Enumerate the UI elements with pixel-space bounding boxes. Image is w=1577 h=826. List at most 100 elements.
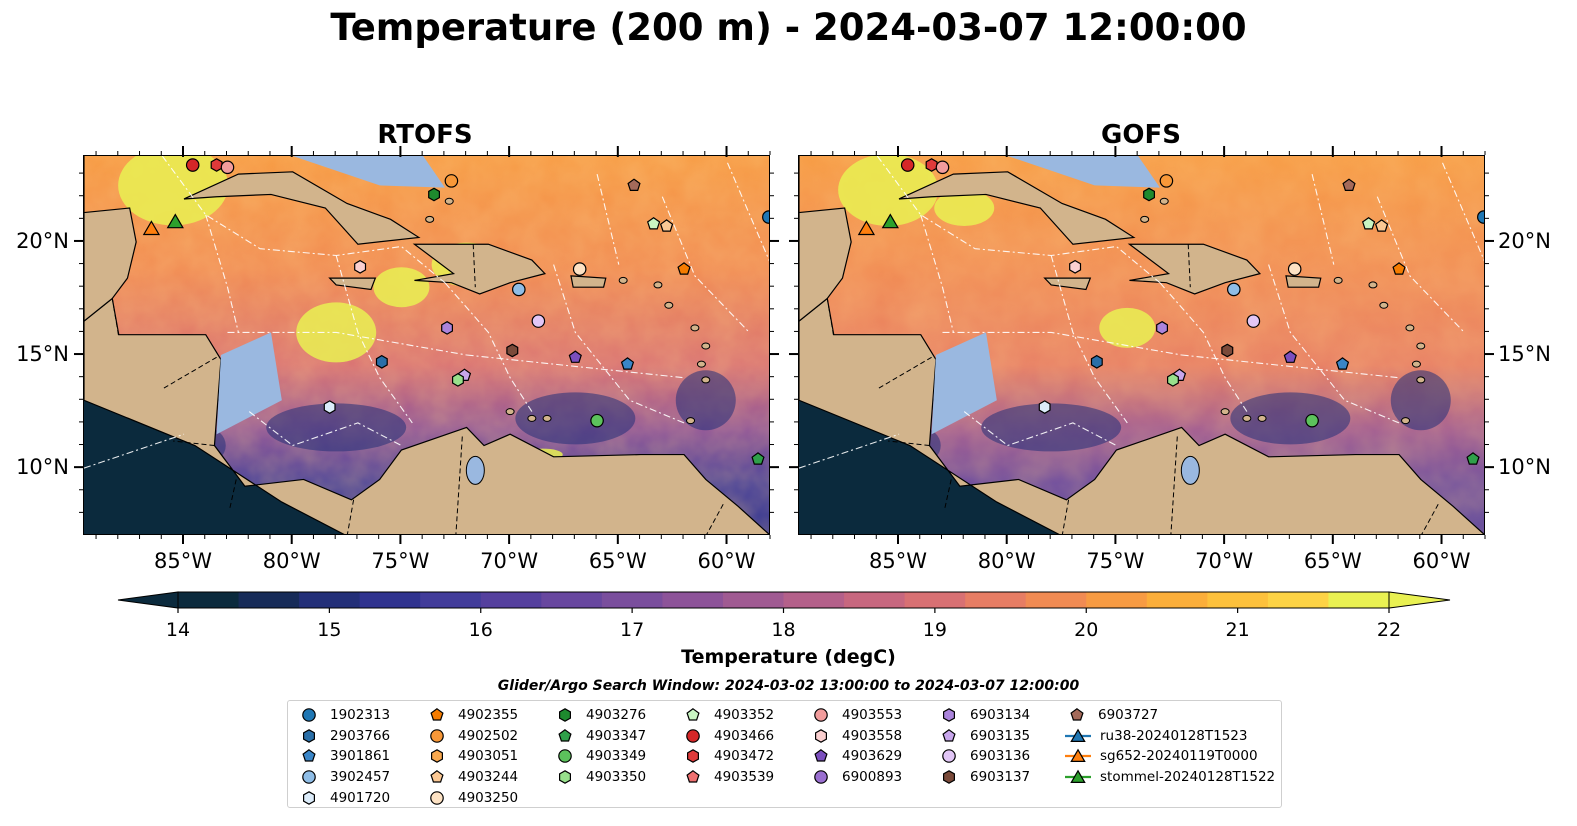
legend-marker-pentagon-icon	[430, 708, 444, 721]
lon-tick-label: 60°W	[698, 549, 756, 573]
legend-item: 3902457	[296, 767, 390, 788]
obs-sg652-20240119T0000	[142, 220, 161, 236]
colorbar-swatch	[178, 592, 240, 608]
lat-tick-label: 10°N	[1498, 455, 1551, 479]
eez-boundary	[799, 433, 900, 469]
obs-6903136	[1246, 314, 1261, 328]
legend-marker-triangle-icon	[1065, 769, 1091, 784]
pacific-ocean	[84, 400, 344, 534]
lon-tick-label: 65°W	[1304, 549, 1362, 573]
colorbar-label: Temperature (degC)	[681, 646, 896, 668]
obs-4903276	[428, 187, 440, 202]
colorbar-tick-label: 20	[1074, 619, 1098, 641]
obs-1902313	[1477, 210, 1484, 224]
country-border	[706, 504, 724, 534]
island	[527, 414, 537, 422]
island	[1401, 417, 1411, 425]
legend-label: 6903134	[970, 707, 1031, 724]
legend-item: 4903629	[808, 746, 902, 767]
legend-symbol	[302, 708, 316, 723]
legend-marker-circle-icon	[942, 749, 956, 764]
map-gofs	[799, 156, 1484, 534]
country-border	[1061, 499, 1070, 534]
legend-symbol	[302, 749, 316, 763]
eez-boundary	[161, 156, 446, 284]
legend-label: 4903250	[458, 789, 519, 806]
obs-4903558	[1069, 259, 1082, 274]
legend-item: 4903244	[424, 767, 518, 788]
country-border	[826, 298, 835, 338]
eez-boundary	[205, 214, 239, 333]
legend-symbol	[430, 708, 444, 721]
legend-marker-pentagon-icon	[814, 749, 828, 763]
legend-column: 6903727 ru38-20240128T1523 sg652-20240119T…	[1064, 705, 1275, 787]
island	[1411, 360, 1421, 368]
obs-4903466	[900, 158, 915, 172]
obs-4903347	[1466, 452, 1480, 465]
legend-marker-circle-icon	[302, 770, 316, 784]
legend-symbol	[558, 749, 572, 764]
colorbar-extend-low	[117, 591, 179, 609]
country-border	[173, 440, 215, 446]
legend-symbol	[686, 749, 699, 764]
obs-6903727	[1342, 178, 1356, 192]
obs-4903629	[568, 350, 582, 363]
island	[1220, 408, 1230, 416]
lat-tick-label: 20°N	[1498, 229, 1551, 253]
legend-label: stommel-20240128T1522	[1100, 769, 1276, 786]
legend-symbol	[430, 770, 444, 783]
legend-item: 4903051	[424, 746, 518, 767]
lon-tick-label: 75°W	[1086, 549, 1144, 573]
obs-6903134	[1156, 321, 1168, 335]
bahamas-shelf	[1007, 156, 1160, 188]
island	[1242, 414, 1252, 422]
colorbar-swatch	[420, 592, 482, 608]
legend-item: 4903349	[552, 746, 646, 767]
lake-maracaibo	[1180, 455, 1200, 485]
obs-4903352	[1361, 216, 1376, 230]
obs-4903472	[925, 158, 938, 172]
legend-item: stommel-20240128T1522	[1064, 767, 1275, 788]
legend-item: 6900893	[808, 767, 902, 788]
obs-2903766	[375, 354, 388, 369]
country-border	[472, 244, 476, 288]
lake-maracaibo	[465, 455, 485, 485]
island	[690, 324, 700, 332]
legend-triangle	[1070, 728, 1086, 742]
obs-4902355	[677, 262, 691, 275]
legend-item: 4903466	[680, 726, 774, 747]
country-border	[346, 499, 355, 534]
island	[444, 197, 454, 205]
colorbar-swatch	[783, 592, 845, 608]
lat-tick-label: 15°N	[1498, 342, 1551, 366]
legend-marker-pentagon-icon	[302, 749, 316, 763]
lon-tick-label: 75°W	[371, 549, 429, 573]
legend-marker-hexagon-icon	[558, 708, 571, 723]
colorbar-swatch	[480, 592, 542, 608]
legend-marker-circle-icon	[814, 708, 828, 723]
obs-4903349	[1305, 413, 1319, 428]
legend: 1902313 2903766 3901861 3902457 4901720 49023…	[287, 700, 1282, 808]
island	[1140, 215, 1150, 223]
legend-marker-pentagon-icon	[686, 770, 700, 783]
island	[542, 414, 552, 422]
island	[1416, 342, 1426, 350]
legend-item: 4903472	[680, 746, 774, 767]
legend-label: 4903051	[458, 748, 519, 765]
legend-marker-circle-icon	[558, 749, 572, 764]
legend-column: 4903352 4903466 4903472 4903539	[680, 705, 774, 787]
obs-3902457	[512, 282, 526, 297]
legend-symbol	[814, 770, 828, 784]
country-border	[455, 436, 463, 534]
cool-patch	[1390, 370, 1451, 431]
legend-marker-pentagon-icon	[430, 770, 444, 783]
warm-patch	[1099, 307, 1156, 348]
lon-tick-label: 65°W	[589, 549, 647, 573]
colorbar-tick-label: 16	[469, 619, 493, 641]
obs-4903244	[659, 219, 674, 232]
colorbar-swatch	[359, 592, 421, 608]
legend-marker-triangle-icon	[1065, 728, 1091, 742]
island	[701, 376, 711, 384]
legend-label: 1902313	[330, 707, 391, 724]
eez-boundary	[553, 264, 685, 424]
